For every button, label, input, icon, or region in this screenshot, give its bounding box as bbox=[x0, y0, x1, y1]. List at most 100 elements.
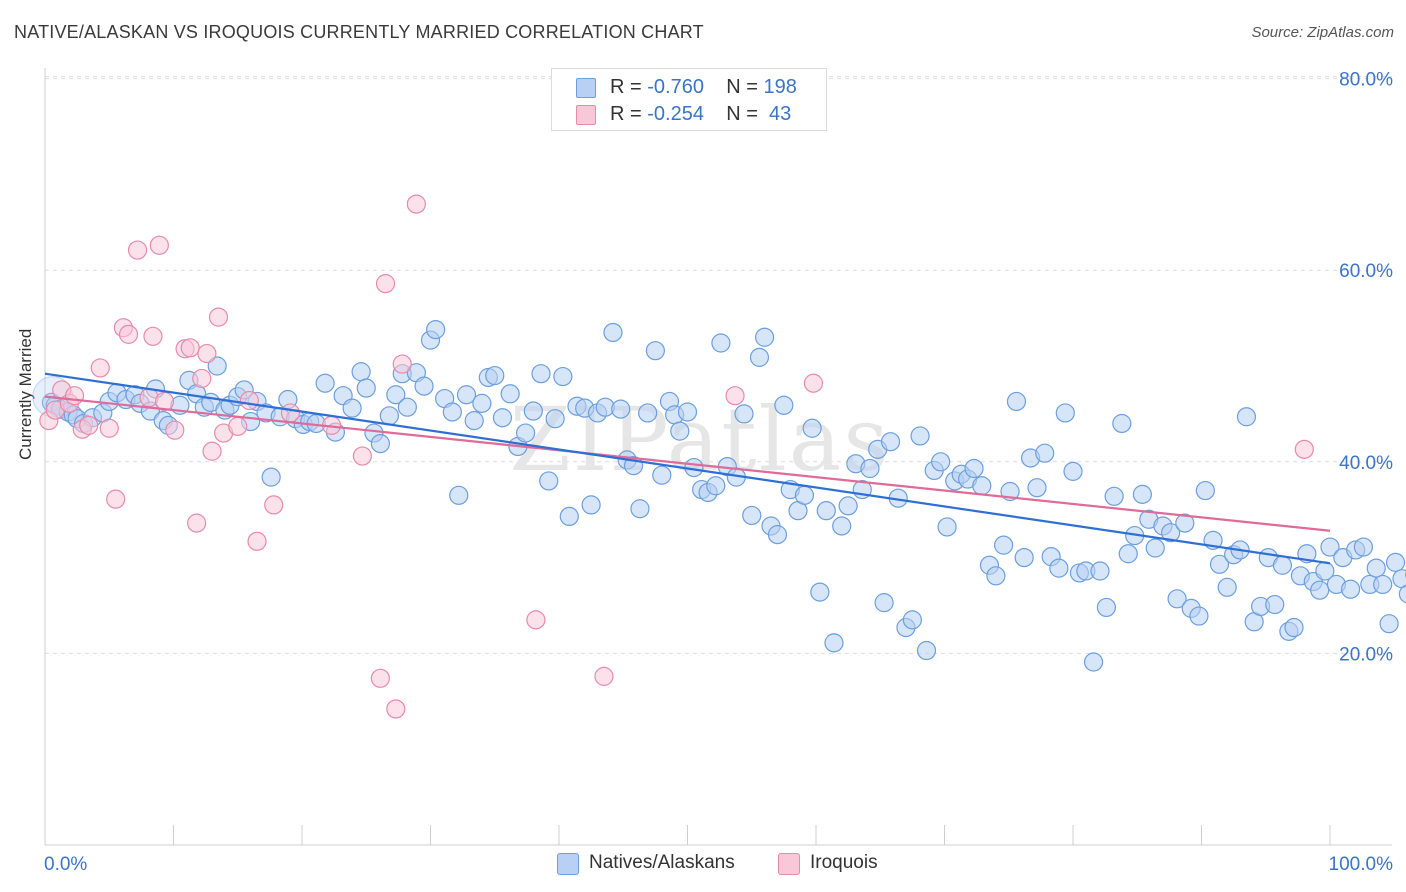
data-point bbox=[261, 467, 281, 487]
x-tick-label: 0.0% bbox=[44, 854, 87, 875]
data-point bbox=[386, 699, 406, 719]
legend-r-label: R = bbox=[610, 76, 648, 98]
legend-n-value: 198 bbox=[763, 76, 797, 98]
data-point bbox=[1366, 558, 1386, 578]
legend-swatch-blue bbox=[576, 78, 596, 98]
data-point bbox=[118, 324, 139, 344]
data-point bbox=[774, 395, 794, 415]
data-point bbox=[1272, 555, 1293, 575]
data-point bbox=[902, 610, 922, 630]
data-point bbox=[986, 566, 1006, 586]
legend-bottom-label-natives: Natives/Alaskans bbox=[589, 852, 735, 873]
data-point bbox=[1049, 558, 1069, 578]
data-point bbox=[638, 403, 658, 423]
data-point bbox=[1320, 537, 1340, 557]
data-point bbox=[208, 307, 229, 327]
data-point bbox=[515, 423, 536, 443]
data-point bbox=[187, 513, 207, 533]
data-point bbox=[645, 341, 665, 361]
data-point bbox=[711, 333, 731, 353]
data-point bbox=[523, 401, 543, 421]
data-point bbox=[379, 406, 399, 426]
legend-bottom-swatch-pink bbox=[778, 853, 800, 875]
data-point bbox=[611, 399, 631, 419]
data-point bbox=[1385, 552, 1406, 572]
gridlines bbox=[45, 76, 1392, 654]
data-point bbox=[1083, 652, 1104, 672]
data-point bbox=[594, 666, 614, 686]
data-point bbox=[1161, 523, 1181, 543]
data-point bbox=[931, 452, 951, 472]
data-point bbox=[1373, 574, 1393, 595]
data-point bbox=[880, 432, 901, 452]
data-point bbox=[500, 384, 520, 404]
data-point bbox=[228, 416, 248, 436]
data-point bbox=[725, 386, 745, 406]
data-point bbox=[414, 376, 434, 396]
data-point bbox=[1104, 486, 1124, 506]
data-point bbox=[449, 485, 469, 505]
data-point bbox=[1189, 606, 1209, 626]
data-point bbox=[106, 489, 126, 509]
legend-r-value: -0.760 bbox=[647, 76, 704, 98]
data-point bbox=[1090, 561, 1110, 581]
data-point bbox=[916, 640, 937, 661]
legend-r-label: R = bbox=[610, 103, 648, 125]
data-point bbox=[972, 476, 992, 496]
data-point bbox=[964, 458, 984, 479]
data-point bbox=[1027, 478, 1047, 498]
data-point bbox=[581, 495, 601, 515]
data-point bbox=[531, 364, 551, 384]
data-point bbox=[99, 418, 119, 438]
data-point bbox=[1353, 537, 1374, 557]
data-point bbox=[1014, 547, 1034, 568]
y-tick-label: 40.0% bbox=[1339, 453, 1393, 474]
chart-title: NATIVE/ALASKAN VS IROQUOIS CURRENTLY MAR… bbox=[14, 22, 704, 42]
series-natives-alaskans bbox=[32, 319, 1406, 672]
data-point bbox=[670, 421, 690, 441]
data-point bbox=[1063, 461, 1083, 481]
data-point bbox=[456, 385, 477, 405]
data-point bbox=[559, 506, 579, 527]
data-point bbox=[874, 593, 894, 613]
trend-line-iroquois bbox=[44, 395, 1331, 532]
data-point bbox=[1310, 580, 1330, 600]
data-point bbox=[603, 322, 623, 343]
data-point bbox=[356, 378, 376, 398]
data-point bbox=[526, 610, 546, 630]
data-point bbox=[539, 471, 559, 491]
data-point bbox=[994, 535, 1014, 555]
data-point bbox=[375, 274, 396, 294]
data-point bbox=[1217, 577, 1237, 597]
data-point bbox=[165, 420, 185, 440]
data-point bbox=[264, 495, 284, 515]
data-point bbox=[706, 476, 726, 496]
data-point bbox=[1398, 584, 1406, 604]
data-point bbox=[351, 362, 371, 382]
data-point bbox=[370, 433, 390, 454]
data-point bbox=[1006, 391, 1027, 412]
data-point bbox=[794, 485, 815, 505]
data-point bbox=[545, 409, 565, 429]
data-point bbox=[1236, 407, 1257, 427]
data-point bbox=[1379, 614, 1399, 634]
y-tick-label: 80.0% bbox=[1339, 70, 1393, 91]
data-point bbox=[426, 319, 446, 340]
data-point bbox=[472, 393, 492, 413]
data-point bbox=[342, 398, 362, 418]
data-point bbox=[1035, 443, 1055, 463]
watermark: ZIPatlas bbox=[510, 388, 891, 491]
data-point bbox=[802, 418, 822, 438]
data-point bbox=[754, 327, 775, 347]
data-point bbox=[742, 505, 762, 526]
y-tick-label: 20.0% bbox=[1339, 644, 1393, 665]
series-iroquois bbox=[39, 194, 1314, 719]
stats-legend: R = -0.760 N = 198 R = -0.254 N = 43 bbox=[551, 68, 827, 131]
legend-n-value: 43 bbox=[763, 103, 792, 125]
data-point bbox=[838, 496, 858, 516]
x-tick-label: 100.0% bbox=[1329, 854, 1394, 875]
data-point bbox=[816, 501, 836, 521]
legend-r-value: -0.254 bbox=[647, 103, 704, 125]
data-point bbox=[397, 397, 417, 417]
data-point bbox=[392, 354, 412, 374]
